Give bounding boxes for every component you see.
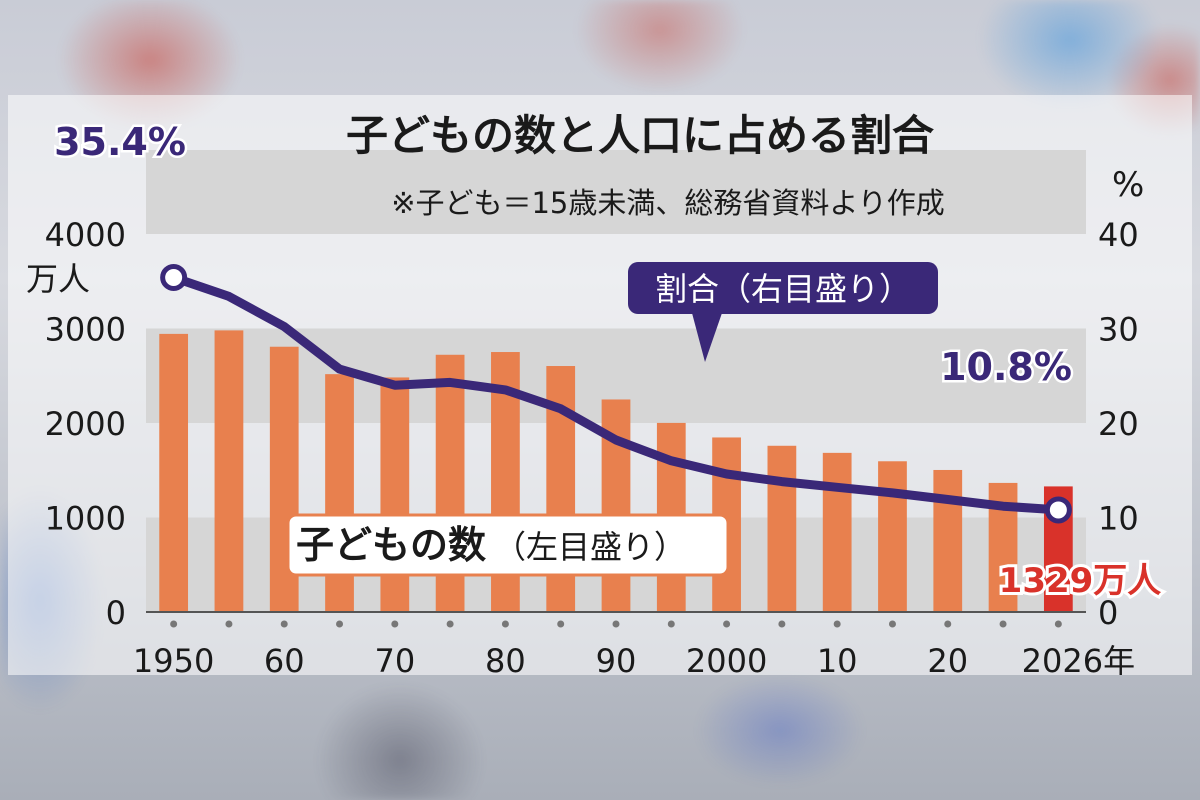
- line-group: [160, 263, 1072, 524]
- left-tick-label: 1000: [45, 500, 126, 538]
- last-count-label: 1329万人: [999, 561, 1162, 601]
- line-endpoint-marker: [1044, 496, 1072, 524]
- x-tick-label: 20: [927, 642, 968, 680]
- bar: [933, 469, 963, 612]
- x-tick-label: 60: [264, 642, 305, 680]
- axes-group: 0 1000 2000 3000 4000 万人 0 10 20 30 40% 1950 60 70 80 9…: [26, 165, 1144, 680]
- line-endpoint-marker: [160, 263, 188, 291]
- x-tick-dot: [557, 620, 565, 628]
- x-tick-dot: [501, 620, 509, 628]
- x-tick-dot: [999, 620, 1007, 628]
- last-ratio-label: 10.8%: [940, 345, 1072, 389]
- left-tick-label: 4000: [45, 216, 126, 254]
- x-tick-dot: [391, 620, 399, 628]
- bar: [214, 330, 244, 612]
- bar-series-callout: 子どもの数 （左目盛り）: [286, 513, 730, 577]
- right-tick-label: 20: [1098, 405, 1139, 443]
- bar: [767, 445, 797, 612]
- bar: [822, 452, 852, 612]
- x-tick-label: 2000: [686, 642, 767, 680]
- x-tick-dot: [336, 620, 344, 628]
- x-tick-label: 10: [817, 642, 858, 680]
- x-tick-dot: [1054, 620, 1062, 628]
- x-tick-dot: [612, 620, 620, 628]
- right-axis-unit: %: [1112, 165, 1144, 205]
- ratio-line: [169, 273, 1063, 515]
- x-tick-label: 1950: [133, 642, 214, 680]
- x-tick-dot: [667, 620, 675, 628]
- x-tick-dot: [446, 620, 454, 628]
- x-tick-label: 70: [374, 642, 415, 680]
- grid-band: [146, 150, 1086, 234]
- line-series-callout: 割合（右目盛り）: [628, 262, 938, 362]
- x-tick-label: 2026年: [1022, 642, 1135, 680]
- x-tick-dot: [170, 620, 178, 628]
- x-tick-dot: [280, 620, 288, 628]
- left-tick-label: 3000: [45, 311, 126, 349]
- x-tick-dot: [778, 620, 786, 628]
- line-series-label: 割合（右目盛り）: [655, 270, 911, 308]
- bar: [380, 377, 410, 612]
- chart-subtitle: ※子ども＝15歳未満、総務省資料より作成: [391, 186, 945, 220]
- x-tick-dot: [833, 620, 841, 628]
- bar: [159, 333, 189, 612]
- first-ratio-label: 35.4%: [54, 120, 186, 164]
- x-tick-label: 80: [485, 642, 526, 680]
- right-tick-label: 10: [1098, 500, 1139, 538]
- bar-series-label-sub: （左目盛り）: [494, 528, 686, 566]
- x-tick-dot: [723, 620, 731, 628]
- x-tick-dot: [944, 620, 952, 628]
- right-tick-label: 30: [1098, 311, 1139, 349]
- bar-series-label-main: 子どもの数: [296, 523, 486, 567]
- left-axis-unit: 万人: [26, 260, 90, 298]
- left-tick-label: 0: [106, 594, 126, 632]
- x-tick-dot: [225, 620, 233, 628]
- right-tick-label: 0: [1098, 594, 1118, 632]
- bar: [878, 461, 907, 612]
- x-tick-label: 90: [596, 642, 637, 680]
- right-tick-label: 40: [1098, 216, 1139, 254]
- x-tick-dot: [888, 620, 896, 628]
- chart-title: 子どもの数と人口に占める割合: [346, 111, 934, 160]
- left-tick-label: 2000: [45, 405, 126, 443]
